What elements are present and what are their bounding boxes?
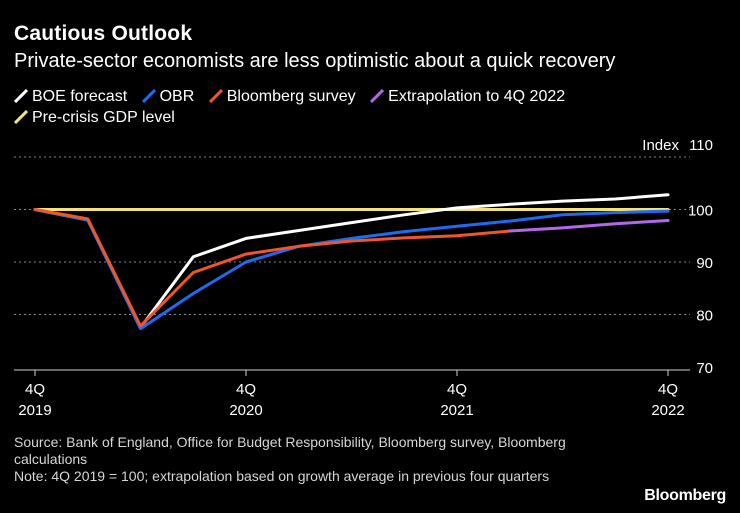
legend-label-precrisis: Pre-crisis GDP level [32, 109, 175, 126]
bloomberg-logo: Bloomberg [644, 487, 726, 504]
y-axis-label: Index [642, 137, 679, 154]
series-line-bloomberg [33, 208, 512, 328]
legend-item-bloomberg: Bloomberg survey [208, 86, 356, 107]
x-tick-label-year-1: 2020 [229, 402, 262, 419]
methodology-note: Note: 4Q 2019 = 100; extrapolation based… [14, 468, 550, 484]
legend-swatch-bloomberg [208, 88, 223, 104]
legend-swatch-boe [13, 88, 29, 104]
y-tick-label-70: 70 [696, 360, 713, 377]
y-tick-label-80: 80 [696, 308, 713, 325]
legend-item-extrapolation: Extrapolation to 4Q 2022 [370, 86, 565, 107]
x-tick-label-quarter-0: 4Q [25, 381, 45, 398]
y-tick-label-110: 110 [689, 137, 713, 154]
legend: BOE forecast OBR Bloomberg survey Extrap… [13, 86, 714, 128]
footer: Source: Bank of England, Office for Budg… [14, 434, 614, 485]
legend-item-precrisis: Pre-crisis GDP level [13, 107, 175, 128]
source-note: Source: Bank of England, Office for Budg… [14, 434, 566, 467]
legend-label-bloomberg: Bloomberg survey [226, 88, 356, 105]
chart-title: Cautious Outlook [14, 22, 193, 45]
legend-label-obr: OBR [159, 88, 195, 105]
chart-subtitle: Private-sector economists are less optim… [14, 50, 616, 72]
x-tick-label-year-2: 2021 [440, 402, 473, 419]
legend-label-boe: BOE forecast [32, 88, 128, 105]
series-line-extrapolation [508, 219, 670, 233]
x-tick-label-year-3: 2022 [651, 402, 684, 419]
y-tick-label-100: 100 [688, 203, 713, 220]
x-tick-label-year-0: 2019 [18, 402, 51, 419]
x-tick-label-quarter-2: 4Q [447, 381, 467, 398]
legend-swatch-extrapolation [370, 88, 385, 104]
y-tick-label-90: 90 [696, 255, 713, 272]
series-line-obr [33, 208, 670, 331]
line-chart: 70 80 90 100 110 Index 4Q 2019 4Q 2020 4Q 2021 4Q 202… [14, 137, 713, 419]
x-tick-label-quarter-1: 4Q [236, 381, 256, 398]
legend-label-extrapolation: Extrapolation to 4Q 2022 [388, 88, 566, 105]
legend-swatch-obr [141, 88, 156, 104]
x-tick-label-quarter-3: 4Q [658, 381, 678, 398]
legend-item-obr: OBR [141, 86, 195, 107]
legend-swatch-precrisis [13, 109, 29, 125]
legend-item-boe: BOE forecast [13, 86, 128, 107]
